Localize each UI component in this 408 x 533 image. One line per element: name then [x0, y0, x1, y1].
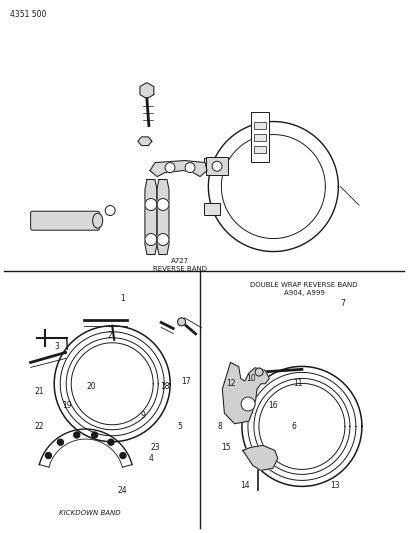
Text: 12: 12 [226, 379, 235, 388]
FancyBboxPatch shape [254, 134, 266, 141]
Polygon shape [145, 180, 157, 255]
Circle shape [255, 368, 263, 376]
Text: 3: 3 [55, 342, 60, 351]
Text: A904, A999: A904, A999 [284, 290, 324, 296]
FancyBboxPatch shape [254, 122, 266, 129]
Text: 2: 2 [108, 332, 113, 340]
Circle shape [58, 439, 63, 445]
Text: 9: 9 [140, 411, 145, 420]
Polygon shape [243, 446, 278, 471]
Text: 4: 4 [149, 454, 153, 463]
Text: 1: 1 [120, 294, 125, 303]
FancyBboxPatch shape [204, 158, 220, 171]
Circle shape [241, 397, 255, 411]
Text: 14: 14 [240, 481, 250, 489]
Circle shape [157, 233, 169, 246]
Polygon shape [222, 362, 269, 424]
Circle shape [145, 198, 157, 211]
Text: 21: 21 [34, 387, 44, 396]
Circle shape [120, 453, 126, 458]
Text: A727: A727 [171, 258, 188, 264]
Polygon shape [138, 137, 152, 146]
Circle shape [74, 432, 80, 438]
Text: 18: 18 [160, 382, 170, 391]
Text: 17: 17 [181, 377, 191, 385]
Polygon shape [150, 160, 207, 176]
FancyBboxPatch shape [251, 112, 269, 162]
Text: 24: 24 [118, 486, 127, 495]
Text: 22: 22 [34, 422, 44, 431]
Text: 19: 19 [62, 401, 72, 409]
FancyBboxPatch shape [254, 146, 266, 153]
Text: 8: 8 [218, 422, 223, 431]
Text: 16: 16 [268, 401, 278, 409]
FancyBboxPatch shape [204, 203, 220, 215]
Text: 20: 20 [87, 382, 97, 391]
Circle shape [177, 318, 186, 326]
Circle shape [45, 453, 51, 458]
Text: 11: 11 [293, 379, 303, 388]
Text: KICKDOWN BAND: KICKDOWN BAND [59, 510, 121, 516]
Polygon shape [140, 83, 154, 99]
Circle shape [157, 198, 169, 211]
Text: 4351 500: 4351 500 [10, 10, 47, 19]
Circle shape [105, 206, 115, 215]
Circle shape [165, 163, 175, 173]
Polygon shape [157, 180, 169, 255]
Text: DOUBLE WRAP REVERSE BAND: DOUBLE WRAP REVERSE BAND [250, 282, 358, 288]
Text: 7: 7 [340, 300, 345, 308]
Text: 6: 6 [291, 422, 296, 431]
Ellipse shape [93, 213, 103, 228]
Text: 5: 5 [177, 422, 182, 431]
Text: 10: 10 [246, 374, 256, 383]
Circle shape [145, 233, 157, 246]
Circle shape [92, 432, 98, 438]
Text: 23: 23 [150, 443, 160, 452]
Circle shape [212, 161, 222, 171]
Text: REVERSE BAND: REVERSE BAND [153, 266, 206, 272]
Text: 13: 13 [330, 481, 339, 489]
Circle shape [185, 163, 195, 173]
FancyBboxPatch shape [31, 211, 100, 230]
FancyBboxPatch shape [206, 157, 228, 175]
Text: 15: 15 [222, 443, 231, 452]
Circle shape [108, 439, 114, 445]
